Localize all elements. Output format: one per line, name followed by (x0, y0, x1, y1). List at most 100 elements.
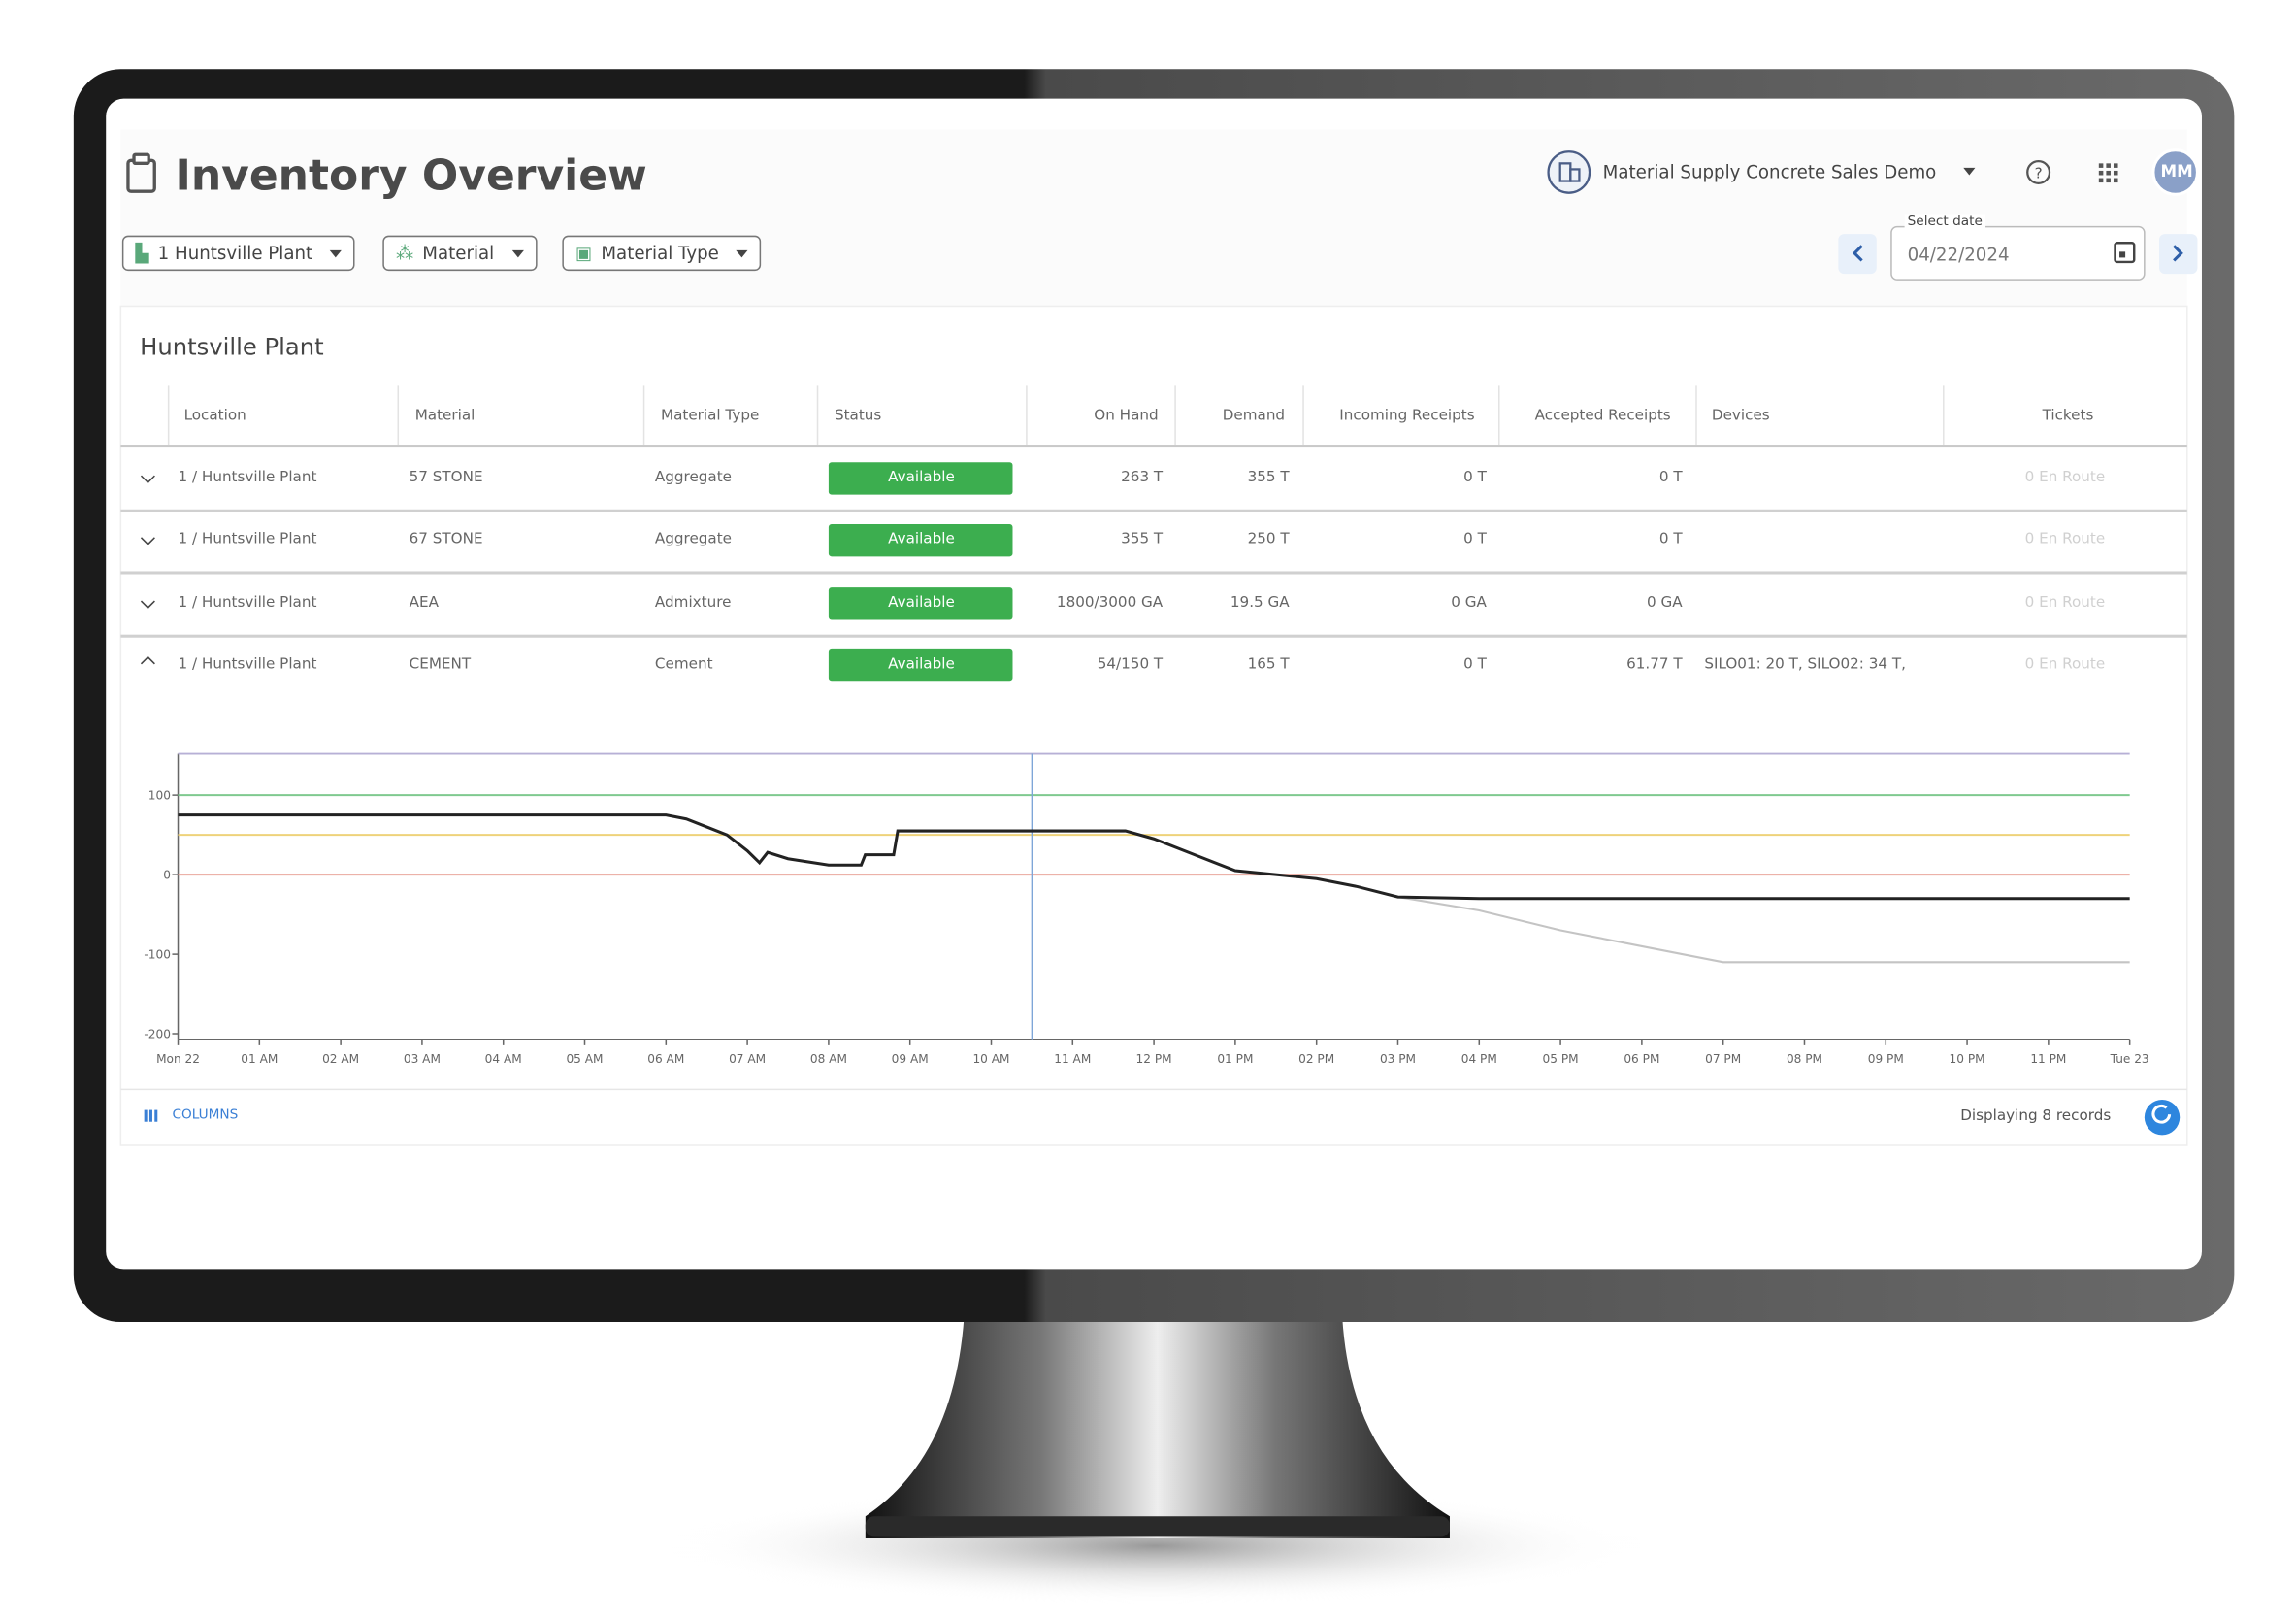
column-separator (1498, 385, 1500, 446)
y-tick-label: 100 (148, 789, 171, 803)
cell: 0 En Route (2024, 656, 2106, 674)
row-divider (120, 571, 2187, 575)
column-separator (397, 385, 400, 446)
date-label: Select date (1904, 214, 1985, 230)
cell: 54/150 T (1097, 656, 1164, 674)
title-icon (126, 152, 156, 193)
column-header: Demand (1222, 408, 1286, 424)
column-header: Material Type (660, 408, 760, 424)
cell: 355 T (1247, 469, 1290, 486)
x-tick-label: 01 AM (241, 1052, 278, 1066)
status-text: Available (888, 594, 955, 611)
section-title: Huntsville Plant (140, 332, 324, 361)
x-tick-label: 05 AM (566, 1052, 603, 1066)
x-tick-label: 02 PM (1298, 1052, 1334, 1066)
refresh-button[interactable] (2144, 1099, 2181, 1136)
filter-button[interactable]: ⁂ Material (382, 235, 538, 272)
column-header: Incoming Receipts (1339, 408, 1475, 424)
column-header: Devices (1711, 408, 1770, 424)
cell: 1 / Huntsville Plant (178, 594, 317, 611)
next-arrow (2173, 245, 2183, 262)
x-tick-label: Mon 22 (156, 1052, 200, 1066)
column-separator (816, 385, 819, 446)
next-date-button[interactable] (2158, 234, 2198, 275)
columns-icon (144, 1109, 158, 1122)
record-count: Displaying 8 records (1960, 1108, 2112, 1125)
x-tick-label: 10 AM (972, 1052, 1009, 1066)
x-tick-label: 08 AM (810, 1052, 847, 1066)
cell: 61.77 T (1626, 656, 1683, 674)
refresh-glyph (2151, 1104, 2172, 1124)
account-name[interactable]: Material Supply Concrete Sales Demo (1602, 161, 1937, 183)
x-tick-label: 06 PM (1624, 1052, 1659, 1066)
page-title: Inventory Overview (175, 149, 647, 201)
avatar-initials: MM (2160, 161, 2193, 182)
stand-base (865, 1516, 1450, 1537)
apps-icon[interactable] (2098, 163, 2118, 183)
cell: 0 En Route (2024, 469, 2106, 486)
columns-button[interactable]: COLUMNS (172, 1108, 239, 1124)
cell: 0 T (1463, 469, 1487, 486)
x-tick-label: 05 PM (1543, 1052, 1579, 1066)
status-text: Available (888, 531, 955, 548)
x-tick-label: 11 AM (1054, 1052, 1091, 1066)
x-tick-label: 12 PM (1136, 1052, 1172, 1066)
cell: 355 T (1121, 531, 1164, 548)
status-badge (828, 462, 1013, 495)
x-tick-label: 06 AM (647, 1052, 684, 1066)
caret (511, 249, 524, 257)
column-header: Material (414, 408, 476, 424)
prev-date-button[interactable] (1838, 234, 1877, 275)
date-value[interactable]: 04/22/2024 (1907, 244, 2010, 266)
column-header: Accepted Receipts (1534, 408, 1671, 424)
column-separator (167, 385, 170, 446)
date-input[interactable] (1890, 225, 2146, 280)
cell: AEA (409, 594, 439, 611)
x-tick-label: 10 PM (1950, 1052, 1985, 1066)
chart: -200 -100 0 100 Mon 22 01 AM 02 AM 03 AM 04 AM 05… (144, 752, 2149, 1066)
cell: 263 T (1121, 469, 1164, 486)
filter-label: 1 Huntsville Plant (157, 243, 313, 264)
cell: 165 T (1247, 656, 1290, 674)
column-header: Tickets (2042, 408, 2094, 424)
column-separator (1695, 385, 1697, 446)
row-divider (120, 634, 2187, 638)
status-text: Available (888, 469, 955, 486)
series-line (1397, 896, 2130, 964)
x-tick-label: 03 PM (1380, 1052, 1416, 1066)
avatar[interactable] (2151, 148, 2199, 196)
filter-button[interactable]: ▙ 1 Huntsville Plant (121, 235, 356, 272)
y-tick-label: -100 (144, 948, 171, 962)
x-tick-label: 03 AM (404, 1052, 441, 1066)
y-tick-label: 0 (163, 869, 171, 882)
cell: Aggregate (654, 531, 733, 548)
column-header: Location (183, 408, 246, 424)
x-tick-label: 02 AM (322, 1052, 359, 1066)
account-caret (1963, 167, 1976, 176)
cell: 1 / Huntsville Plant (178, 656, 317, 674)
cell: 0 T (1658, 469, 1683, 486)
y-tick-label: -200 (144, 1028, 171, 1041)
prev-arrow (1852, 245, 1863, 262)
series-line (178, 813, 2130, 901)
column-header: On Hand (1094, 408, 1159, 424)
cell: 0 T (1658, 531, 1683, 548)
status-badge (828, 587, 1013, 620)
header-divider (120, 445, 2187, 448)
cell: 1 / Huntsville Plant (178, 531, 317, 548)
cell: Aggregate (654, 469, 733, 486)
filter-button[interactable]: ▣ Material Type (562, 235, 762, 272)
filter-icon: ▙ (135, 243, 149, 264)
account-icon[interactable] (1547, 150, 1591, 194)
calendar-icon[interactable] (2114, 242, 2136, 264)
x-tick-label: 04 AM (485, 1052, 522, 1066)
cell: 19.5 GA (1230, 594, 1290, 611)
cell: SILO01: 20 T, SILO02: 34 T, (1704, 656, 1906, 674)
help-icon[interactable] (2026, 159, 2051, 184)
x-tick-label: 07 PM (1705, 1052, 1741, 1066)
cell: 0 En Route (2024, 594, 2106, 611)
calendar-glyph (2119, 251, 2126, 258)
column-separator (1943, 385, 1945, 446)
cell: 250 T (1247, 531, 1290, 548)
